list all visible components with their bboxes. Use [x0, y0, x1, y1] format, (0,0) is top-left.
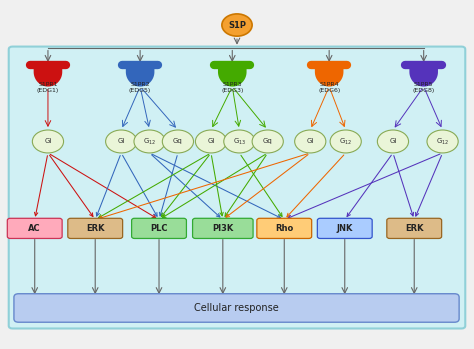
Text: ERK: ERK: [86, 224, 104, 233]
Circle shape: [32, 130, 64, 153]
Circle shape: [134, 130, 165, 153]
Text: S1PR5
(EDG8): S1PR5 (EDG8): [412, 82, 435, 93]
FancyBboxPatch shape: [7, 218, 62, 238]
Polygon shape: [315, 65, 344, 87]
FancyBboxPatch shape: [192, 218, 253, 238]
FancyBboxPatch shape: [257, 218, 312, 238]
Circle shape: [106, 130, 137, 153]
Text: ERK: ERK: [405, 224, 423, 233]
Circle shape: [330, 130, 361, 153]
Text: G$_{12}$: G$_{12}$: [436, 136, 449, 147]
Text: G$_{12}$: G$_{12}$: [143, 136, 156, 147]
FancyBboxPatch shape: [132, 218, 186, 238]
Text: S1PR2
(EDG5): S1PR2 (EDG5): [129, 82, 151, 93]
Circle shape: [224, 130, 255, 153]
FancyBboxPatch shape: [14, 294, 459, 322]
Text: Gi: Gi: [307, 139, 314, 144]
Text: G$_{12}$: G$_{12}$: [339, 136, 352, 147]
Text: Gi: Gi: [207, 139, 215, 144]
Text: Gi: Gi: [44, 139, 52, 144]
Text: JNK: JNK: [337, 224, 353, 233]
FancyBboxPatch shape: [68, 218, 123, 238]
Circle shape: [222, 14, 252, 36]
Text: Rho: Rho: [275, 224, 293, 233]
Circle shape: [195, 130, 227, 153]
Text: Gi: Gi: [118, 139, 125, 144]
Text: S1PR3
(EDG3): S1PR3 (EDG3): [221, 82, 244, 93]
Text: PLC: PLC: [150, 224, 168, 233]
Circle shape: [295, 130, 326, 153]
Polygon shape: [126, 65, 155, 87]
FancyBboxPatch shape: [318, 218, 372, 238]
Circle shape: [377, 130, 409, 153]
Text: Gi: Gi: [389, 139, 397, 144]
Polygon shape: [410, 65, 438, 87]
Polygon shape: [218, 65, 246, 87]
FancyBboxPatch shape: [9, 46, 465, 328]
Text: G$_{13}$: G$_{13}$: [233, 136, 246, 147]
FancyBboxPatch shape: [387, 218, 442, 238]
Text: S1P: S1P: [228, 21, 246, 30]
Text: S1PR4
(EDG6): S1PR4 (EDG6): [318, 82, 340, 93]
Text: Gq: Gq: [263, 139, 273, 144]
Text: S1PR1
(EDG1): S1PR1 (EDG1): [37, 82, 59, 93]
Polygon shape: [34, 65, 62, 87]
Circle shape: [252, 130, 283, 153]
Text: Gq: Gq: [173, 139, 183, 144]
Circle shape: [162, 130, 193, 153]
Text: AC: AC: [28, 224, 41, 233]
Text: Cellular response: Cellular response: [194, 303, 279, 313]
Circle shape: [427, 130, 458, 153]
Text: PI3K: PI3K: [212, 224, 234, 233]
